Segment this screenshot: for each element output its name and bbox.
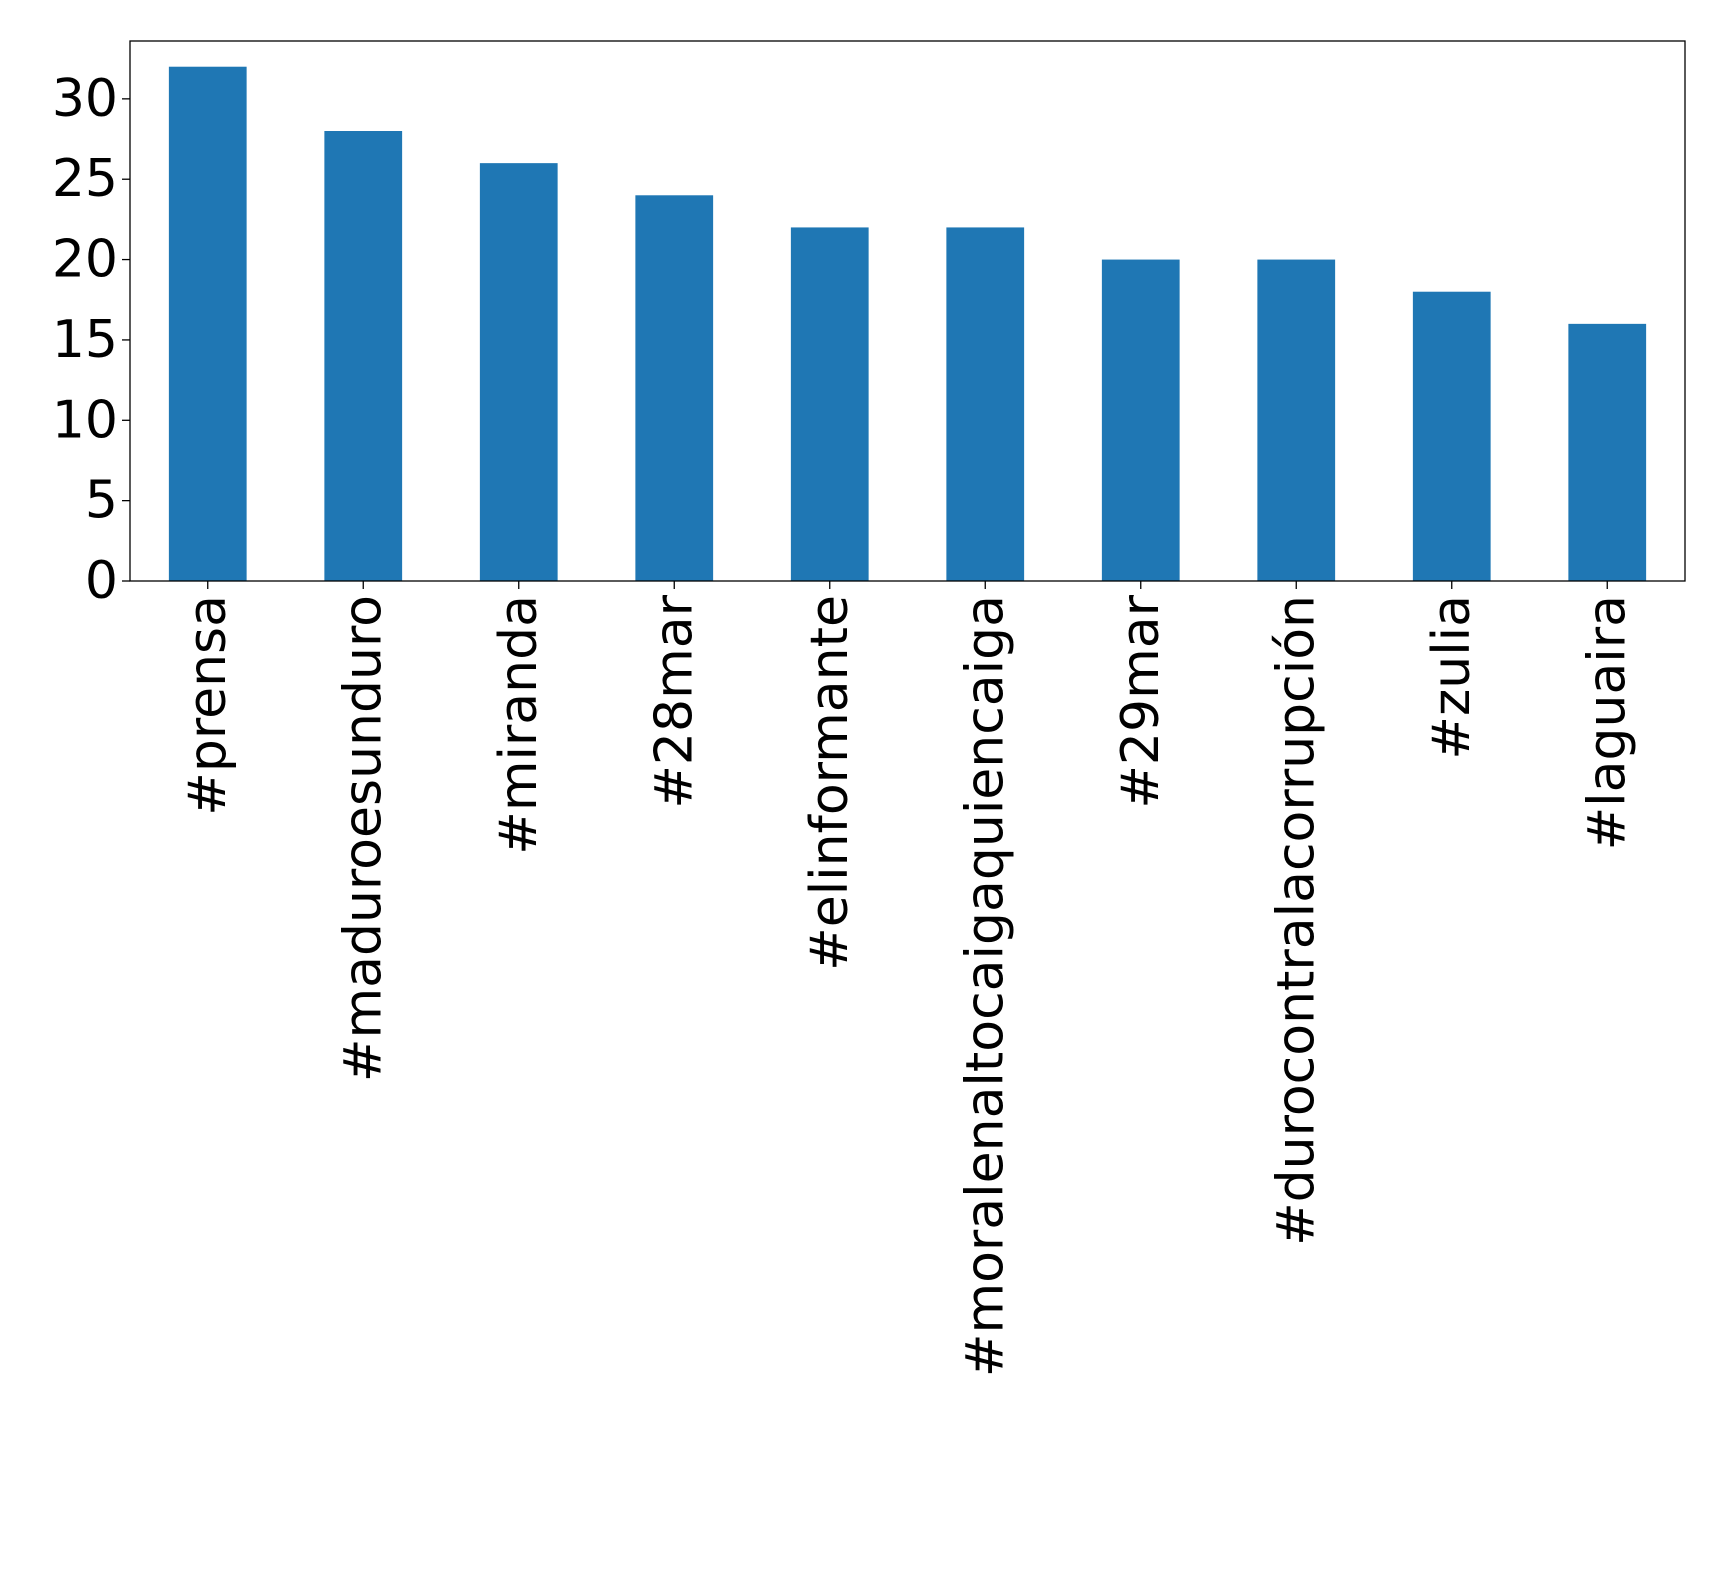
- x-axis: #prensa #maduroesunduro #miranda #28mar #eli…: [178, 581, 1637, 1377]
- x-tick-label-6: #29mar: [1111, 594, 1171, 808]
- y-tick-label-6: 30: [52, 69, 118, 129]
- bar-3: [635, 195, 714, 582]
- x-tick-label-2: #miranda: [489, 595, 549, 855]
- x-tick-label-3: #28mar: [644, 594, 704, 808]
- y-tick-label-0: 0: [85, 551, 118, 611]
- y-tick-label-5: 25: [52, 149, 118, 209]
- x-tick-label-4: #elinformante: [800, 595, 860, 971]
- bar-5: [946, 227, 1025, 581]
- y-tick-label-4: 20: [52, 230, 118, 290]
- x-tick-label-9: #laguaira: [1577, 595, 1637, 850]
- bar-1: [324, 131, 403, 581]
- x-tick-label-1: #maduroesunduro: [333, 595, 393, 1082]
- bar-6: [1101, 259, 1180, 581]
- plot-frame: [129, 40, 1686, 582]
- x-tick-label-7: #durocontralacorrupción: [1266, 595, 1326, 1246]
- y-tick-label-2: 10: [52, 390, 118, 450]
- x-tick-label-5: #moralenaltocaigaquiencaiga: [955, 595, 1015, 1377]
- bar-9: [1568, 323, 1647, 581]
- y-tick-label-3: 15: [52, 310, 118, 370]
- bar-8: [1412, 291, 1491, 581]
- bars-layer: [168, 66, 1647, 582]
- bar-7: [1257, 259, 1336, 581]
- bar-4: [790, 227, 869, 581]
- x-tick-label-0: #prensa: [178, 595, 238, 816]
- x-tick-label-8: #zulia: [1422, 595, 1482, 760]
- y-axis: 0 5 10 15 20 25 30: [52, 69, 130, 611]
- bar-0: [168, 66, 247, 581]
- bar-2: [479, 163, 558, 581]
- y-tick-label-1: 5: [85, 471, 118, 531]
